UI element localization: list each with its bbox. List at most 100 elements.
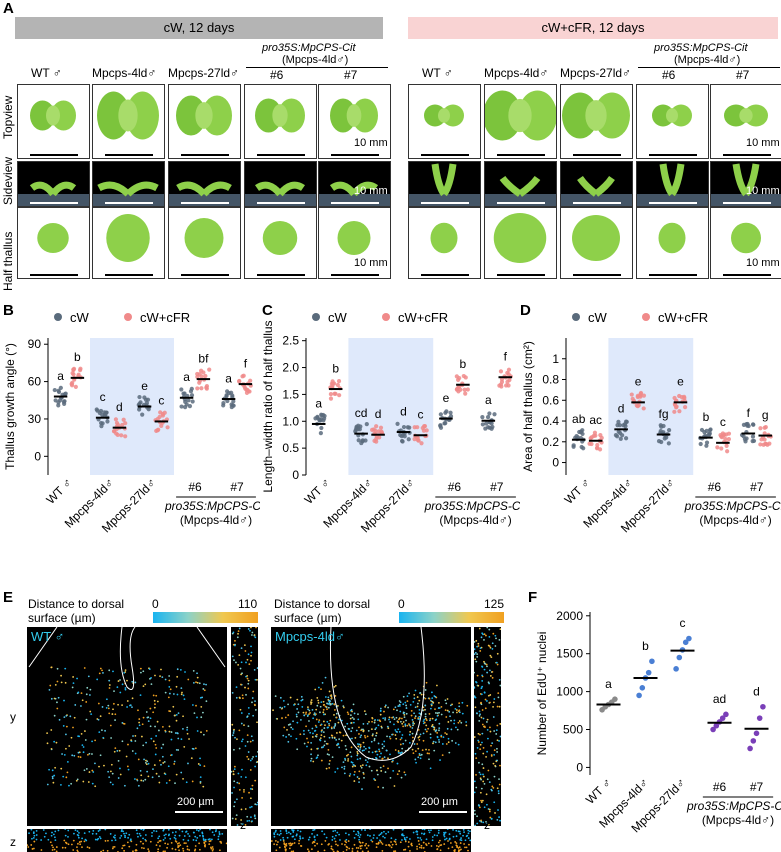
nucleus-dot [497, 692, 500, 695]
nucleus-dot [366, 735, 369, 738]
nucleus-dot [213, 834, 216, 836]
nucleus-dot [488, 635, 491, 638]
nucleus-dot [392, 829, 395, 831]
nucleus-dot [492, 716, 495, 718]
data-point [137, 394, 142, 400]
nucleus-dot [238, 782, 241, 785]
nucleus-dot [77, 735, 80, 738]
nucleus-dot [202, 711, 204, 714]
nucleus-dot [424, 715, 427, 718]
nucleus-dot [176, 732, 179, 735]
nucleus-dot [394, 838, 397, 841]
nucleus-dot [116, 750, 119, 752]
y-tick-label: 60 [28, 375, 42, 389]
nucleus-dot [241, 738, 244, 741]
significance-letter: a [57, 369, 64, 383]
nucleus-dot [142, 837, 144, 840]
nucleus-dot [364, 829, 366, 831]
nucleus-dot [429, 767, 432, 770]
nucleus-dot [414, 715, 417, 718]
nucleus-dot [489, 646, 492, 649]
nucleus-dot [381, 843, 384, 845]
nucleus-dot [429, 719, 431, 722]
nucleus-dot [112, 708, 114, 711]
nucleus-dot [141, 723, 144, 726]
nucleus-dot [246, 674, 249, 677]
data-point [741, 422, 747, 427]
nucleus-dot [353, 718, 355, 720]
nucleus-dot [356, 776, 359, 778]
nucleus-dot [63, 699, 65, 702]
nucleus-dot [147, 716, 150, 719]
construct-background-cWcFR: (Mpcps-4ld♂) [674, 54, 741, 66]
shade-band [348, 338, 434, 475]
data-point [241, 373, 246, 378]
nucleus-dot [245, 693, 247, 696]
nucleus-dot [469, 830, 471, 833]
nucleus-dot [359, 746, 362, 749]
nucleus-dot [361, 788, 363, 790]
nucleus-dot [321, 830, 323, 833]
nucleus-dot [385, 832, 387, 835]
nucleus-dot [346, 711, 349, 714]
nucleus-dot [253, 815, 256, 818]
axis-z-label-right-zy: z [484, 818, 490, 832]
nucleus-dot [51, 777, 54, 780]
axis-z-label-left: z [10, 835, 16, 849]
nucleus-dot [155, 694, 158, 697]
nucleus-dot [474, 824, 476, 826]
nucleus-dot [434, 730, 437, 732]
nucleus-dot [125, 755, 128, 758]
nucleus-dot [325, 767, 328, 770]
nucleus-dot [381, 757, 384, 760]
data-point [424, 428, 429, 433]
nucleus-dot [306, 848, 309, 851]
nucleus-dot [495, 729, 498, 732]
nucleus-dot [499, 819, 501, 822]
nucleus-dot [445, 743, 448, 745]
nucleus-dot [317, 701, 320, 704]
nucleus-dot [94, 739, 97, 742]
photo-topview-cWcFR-1 [484, 84, 557, 159]
nucleus-dot [317, 699, 320, 702]
nucleus-dot [478, 714, 481, 717]
nucleus-dot [205, 729, 208, 732]
significance-letter: b [460, 357, 467, 371]
photo-half-thallus-cW-4 [318, 207, 391, 279]
nucleus-dot [328, 736, 331, 739]
nucleus-dot [359, 847, 362, 850]
nucleus-dot [328, 722, 330, 725]
significance-letter: a [605, 677, 612, 691]
nucleus-dot [306, 737, 308, 740]
data-point [98, 420, 104, 426]
nucleus-dot [434, 719, 437, 722]
data-point [698, 441, 703, 447]
data-point [353, 429, 358, 434]
nucleus-dot [345, 838, 348, 841]
data-point [186, 398, 191, 403]
nucleus-dot [485, 721, 488, 723]
nucleus-dot [183, 842, 186, 845]
nucleus-dot [411, 732, 414, 735]
data-point [199, 368, 204, 373]
nucleus-dot [250, 659, 252, 662]
nucleus-dot [373, 721, 376, 724]
nucleus-dot [126, 706, 128, 708]
significance-letter: f [244, 356, 248, 370]
nucleus-dot [257, 750, 258, 753]
nucleus-dot [496, 787, 499, 790]
nucleus-dot [491, 642, 494, 645]
photo-half-thallus-cW-3 [244, 207, 317, 279]
nucleus-dot [350, 755, 353, 758]
nucleus-dot [153, 706, 156, 709]
nucleus-dot [408, 723, 410, 725]
nucleus-dot [476, 815, 478, 818]
nucleus-dot [191, 780, 194, 783]
data-point [113, 417, 119, 422]
significance-letter: a [315, 396, 322, 410]
nucleus-dot [134, 752, 137, 755]
nucleus-dot [272, 709, 274, 712]
nucleus-dot [370, 839, 373, 842]
nucleus-dot [134, 681, 137, 684]
